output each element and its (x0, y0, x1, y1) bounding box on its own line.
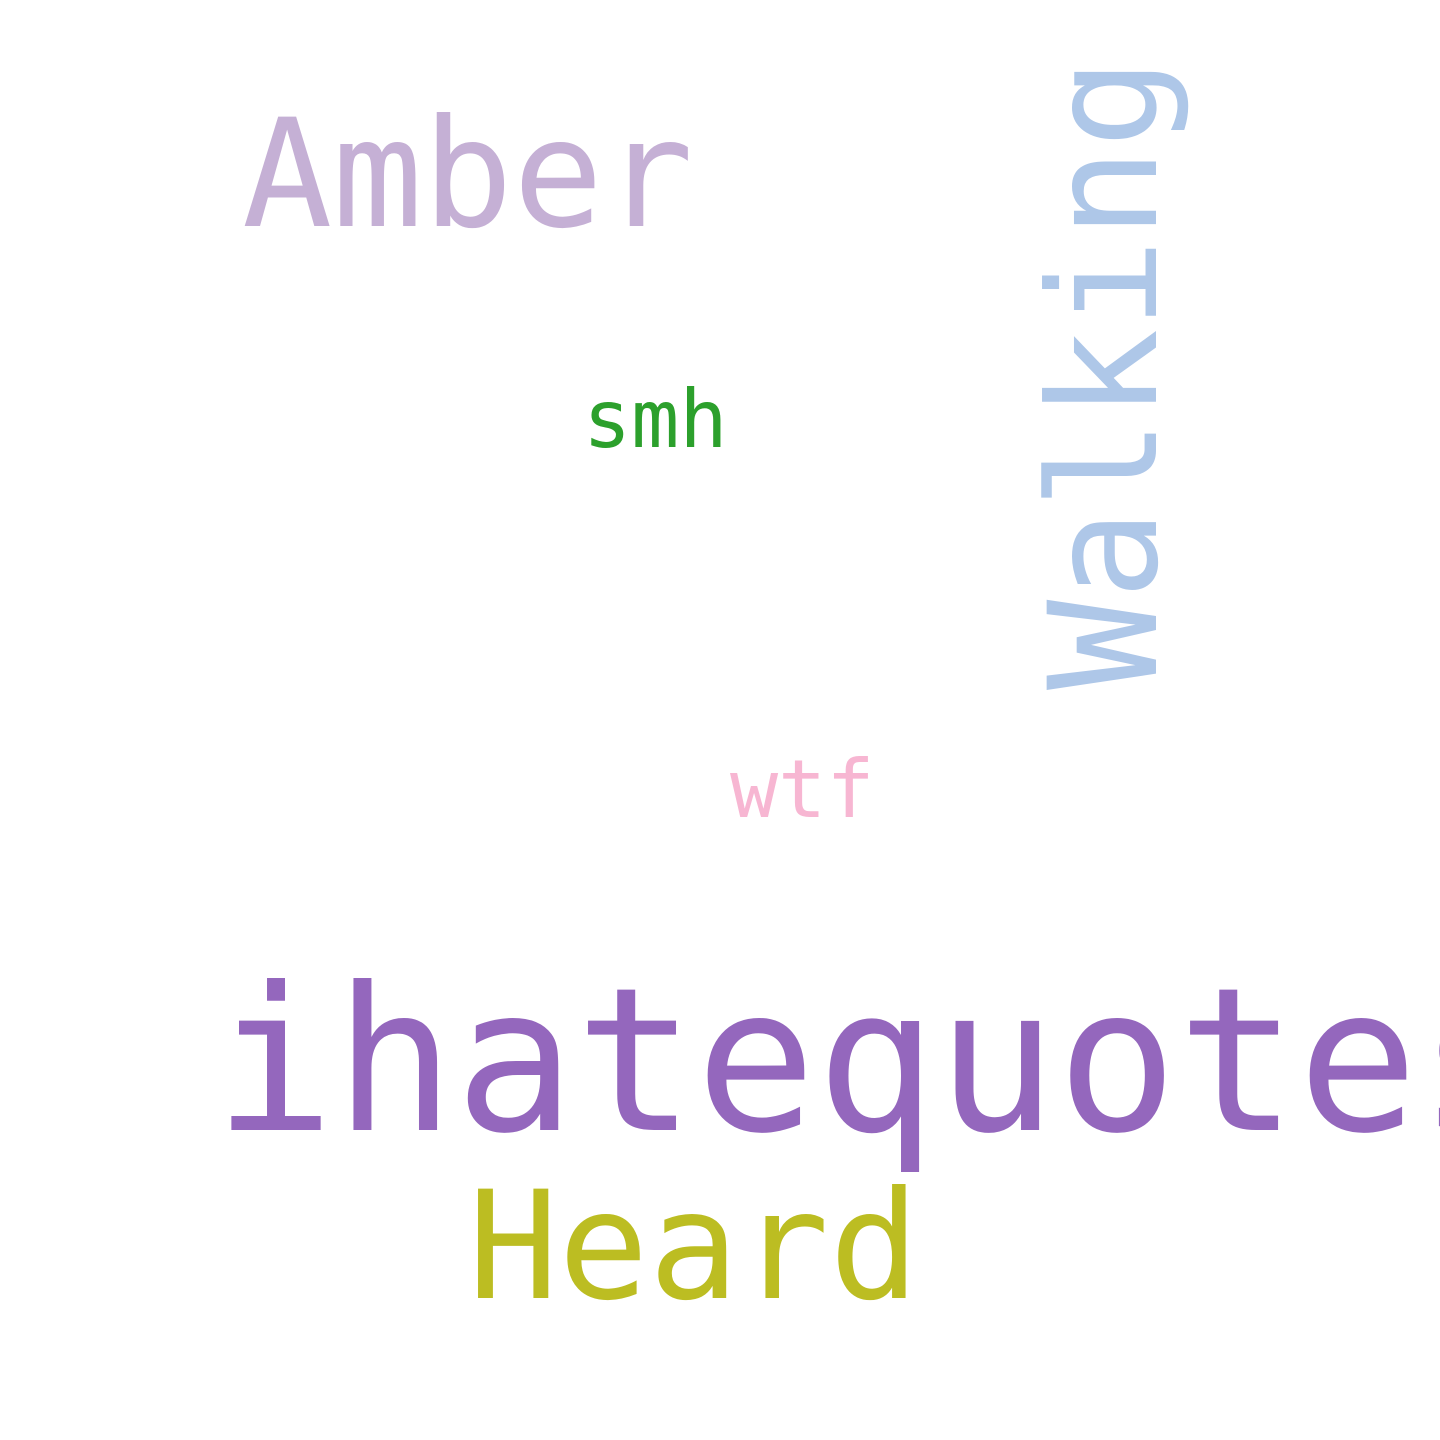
word-ihatequotes: ihatequotes (214, 945, 1440, 1178)
word-heard: Heard (468, 1160, 920, 1334)
word-wtf: wtf (730, 743, 875, 836)
word-walking: Walking (1018, 57, 1192, 690)
word-smh: smh (583, 373, 728, 466)
word-amber: Amber (242, 88, 694, 262)
